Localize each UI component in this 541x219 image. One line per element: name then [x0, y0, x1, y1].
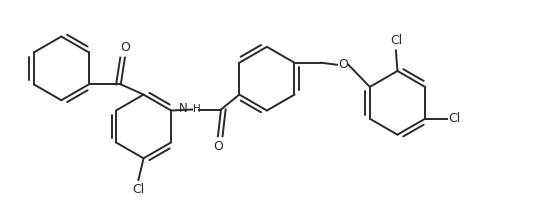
Text: Cl: Cl — [448, 112, 460, 125]
Text: O: O — [120, 41, 130, 54]
Text: O: O — [338, 58, 348, 71]
Text: Cl: Cl — [390, 34, 402, 47]
Text: Cl: Cl — [133, 183, 144, 196]
Text: H: H — [193, 104, 201, 115]
Text: O: O — [213, 140, 223, 153]
Text: N: N — [179, 102, 188, 115]
